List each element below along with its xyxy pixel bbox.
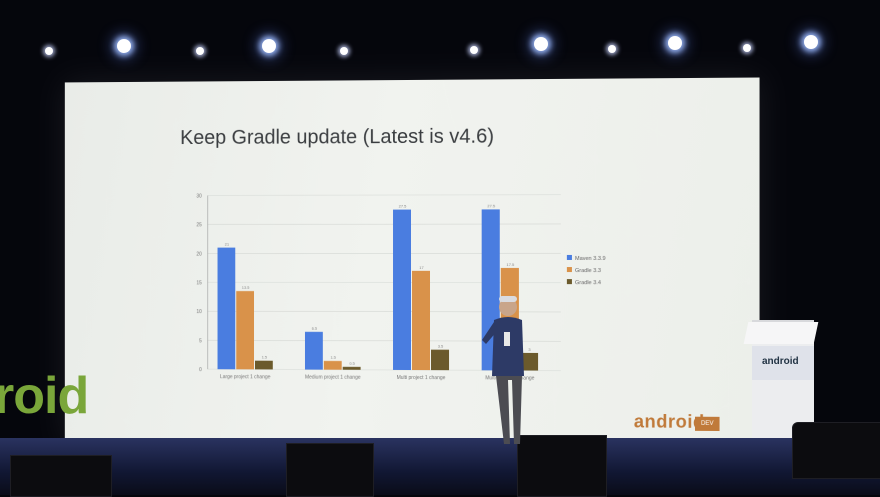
legend-swatch xyxy=(567,267,572,272)
gridline xyxy=(208,224,561,225)
stage-light xyxy=(534,37,548,51)
bar xyxy=(236,291,254,369)
bar xyxy=(305,332,323,370)
y-tick-label: 25 xyxy=(196,222,202,228)
podium-logo: android xyxy=(762,356,799,367)
data-label: 21 xyxy=(225,242,230,247)
data-label: 0.5 xyxy=(349,361,355,366)
stage-light xyxy=(608,45,616,53)
data-label: 17 xyxy=(419,265,423,270)
data-label: 13.5 xyxy=(242,285,250,290)
presenter-shirt xyxy=(492,317,524,376)
legend-label: Maven 3.3.9 xyxy=(575,256,606,262)
bar xyxy=(255,361,273,370)
x-tick-label: Medium project 1 change xyxy=(305,375,361,381)
data-label: 27.5 xyxy=(487,203,496,208)
wall-logo: roid xyxy=(0,366,88,426)
stage-monitor-right xyxy=(792,422,880,479)
bar xyxy=(393,210,411,370)
legend-label: Gradle 3.3 xyxy=(575,268,601,274)
data-label: 6.5 xyxy=(312,326,318,331)
data-label: 17.5 xyxy=(506,262,515,267)
legend-swatch xyxy=(567,279,572,284)
bar xyxy=(412,271,430,370)
slide-logo-badge: DEV xyxy=(695,417,720,431)
podium-top xyxy=(744,322,819,344)
legend-swatch xyxy=(567,255,572,260)
data-label: 1.5 xyxy=(330,355,336,360)
bar xyxy=(343,367,361,370)
presenter xyxy=(478,292,538,452)
presenter-cap xyxy=(499,296,517,302)
stage-light xyxy=(45,47,53,55)
stage-light xyxy=(117,39,131,53)
stage-floor xyxy=(0,438,880,495)
stage-light xyxy=(743,44,751,52)
stage-light xyxy=(470,46,478,54)
y-tick-label: 5 xyxy=(199,338,202,344)
projection-screen: Keep Gradle update (Latest is v4.6) 0510… xyxy=(65,78,760,448)
y-tick-label: 15 xyxy=(196,280,202,286)
presenter-badge xyxy=(504,332,510,346)
presenter-pants xyxy=(496,376,522,444)
data-label: 3.5 xyxy=(438,344,444,349)
gridline xyxy=(208,195,561,196)
bar-chart: 0 5 10 15 20 25 30 21 13.5 1.5 Large project 1 cha… xyxy=(65,78,760,448)
y-tick-label: 20 xyxy=(196,251,202,257)
stage-light xyxy=(196,47,204,55)
bar xyxy=(324,361,342,370)
stage-monitor xyxy=(286,443,374,497)
x-tick-label: Large project 1 change xyxy=(220,374,271,380)
stage-light xyxy=(804,35,818,49)
stage-monitor-left xyxy=(10,455,112,497)
stage-light xyxy=(262,39,276,53)
bar xyxy=(431,350,449,371)
data-label: 1.5 xyxy=(262,355,268,360)
y-tick-label: 0 xyxy=(199,367,202,373)
bar xyxy=(218,248,236,370)
stage-light xyxy=(668,36,682,50)
data-label: 27.5 xyxy=(399,204,408,209)
stage-light xyxy=(340,47,348,55)
x-tick-label: Multi project 1 change xyxy=(397,375,446,381)
y-tick-label: 30 xyxy=(196,194,202,200)
y-tick-label: 10 xyxy=(196,309,202,315)
legend-label: Gradle 3.4 xyxy=(575,280,601,286)
